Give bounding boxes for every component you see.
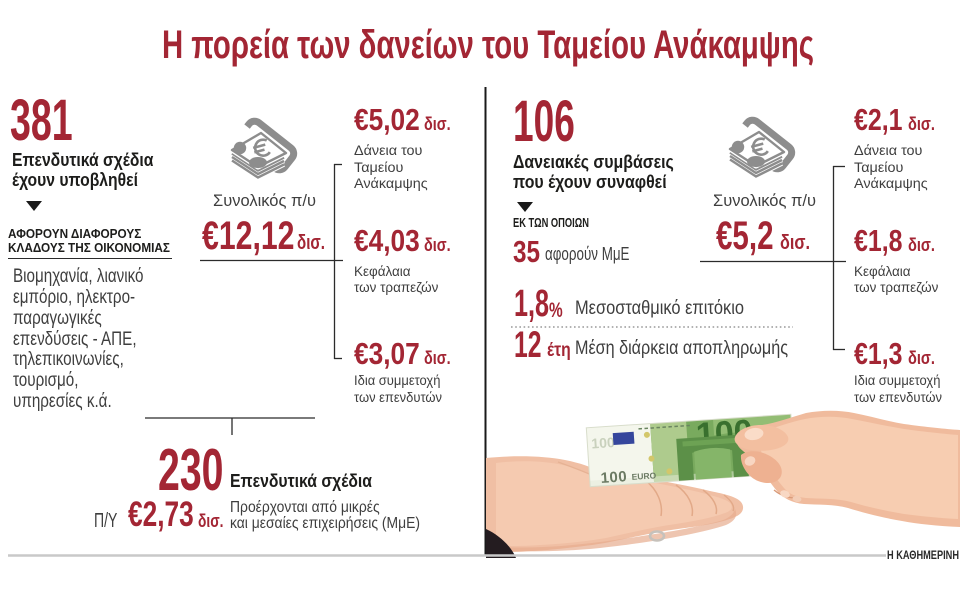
svg-text:100: 100 [591,434,616,452]
svg-text:100: 100 [600,468,628,487]
svg-text:EURO: EURO [631,470,657,482]
